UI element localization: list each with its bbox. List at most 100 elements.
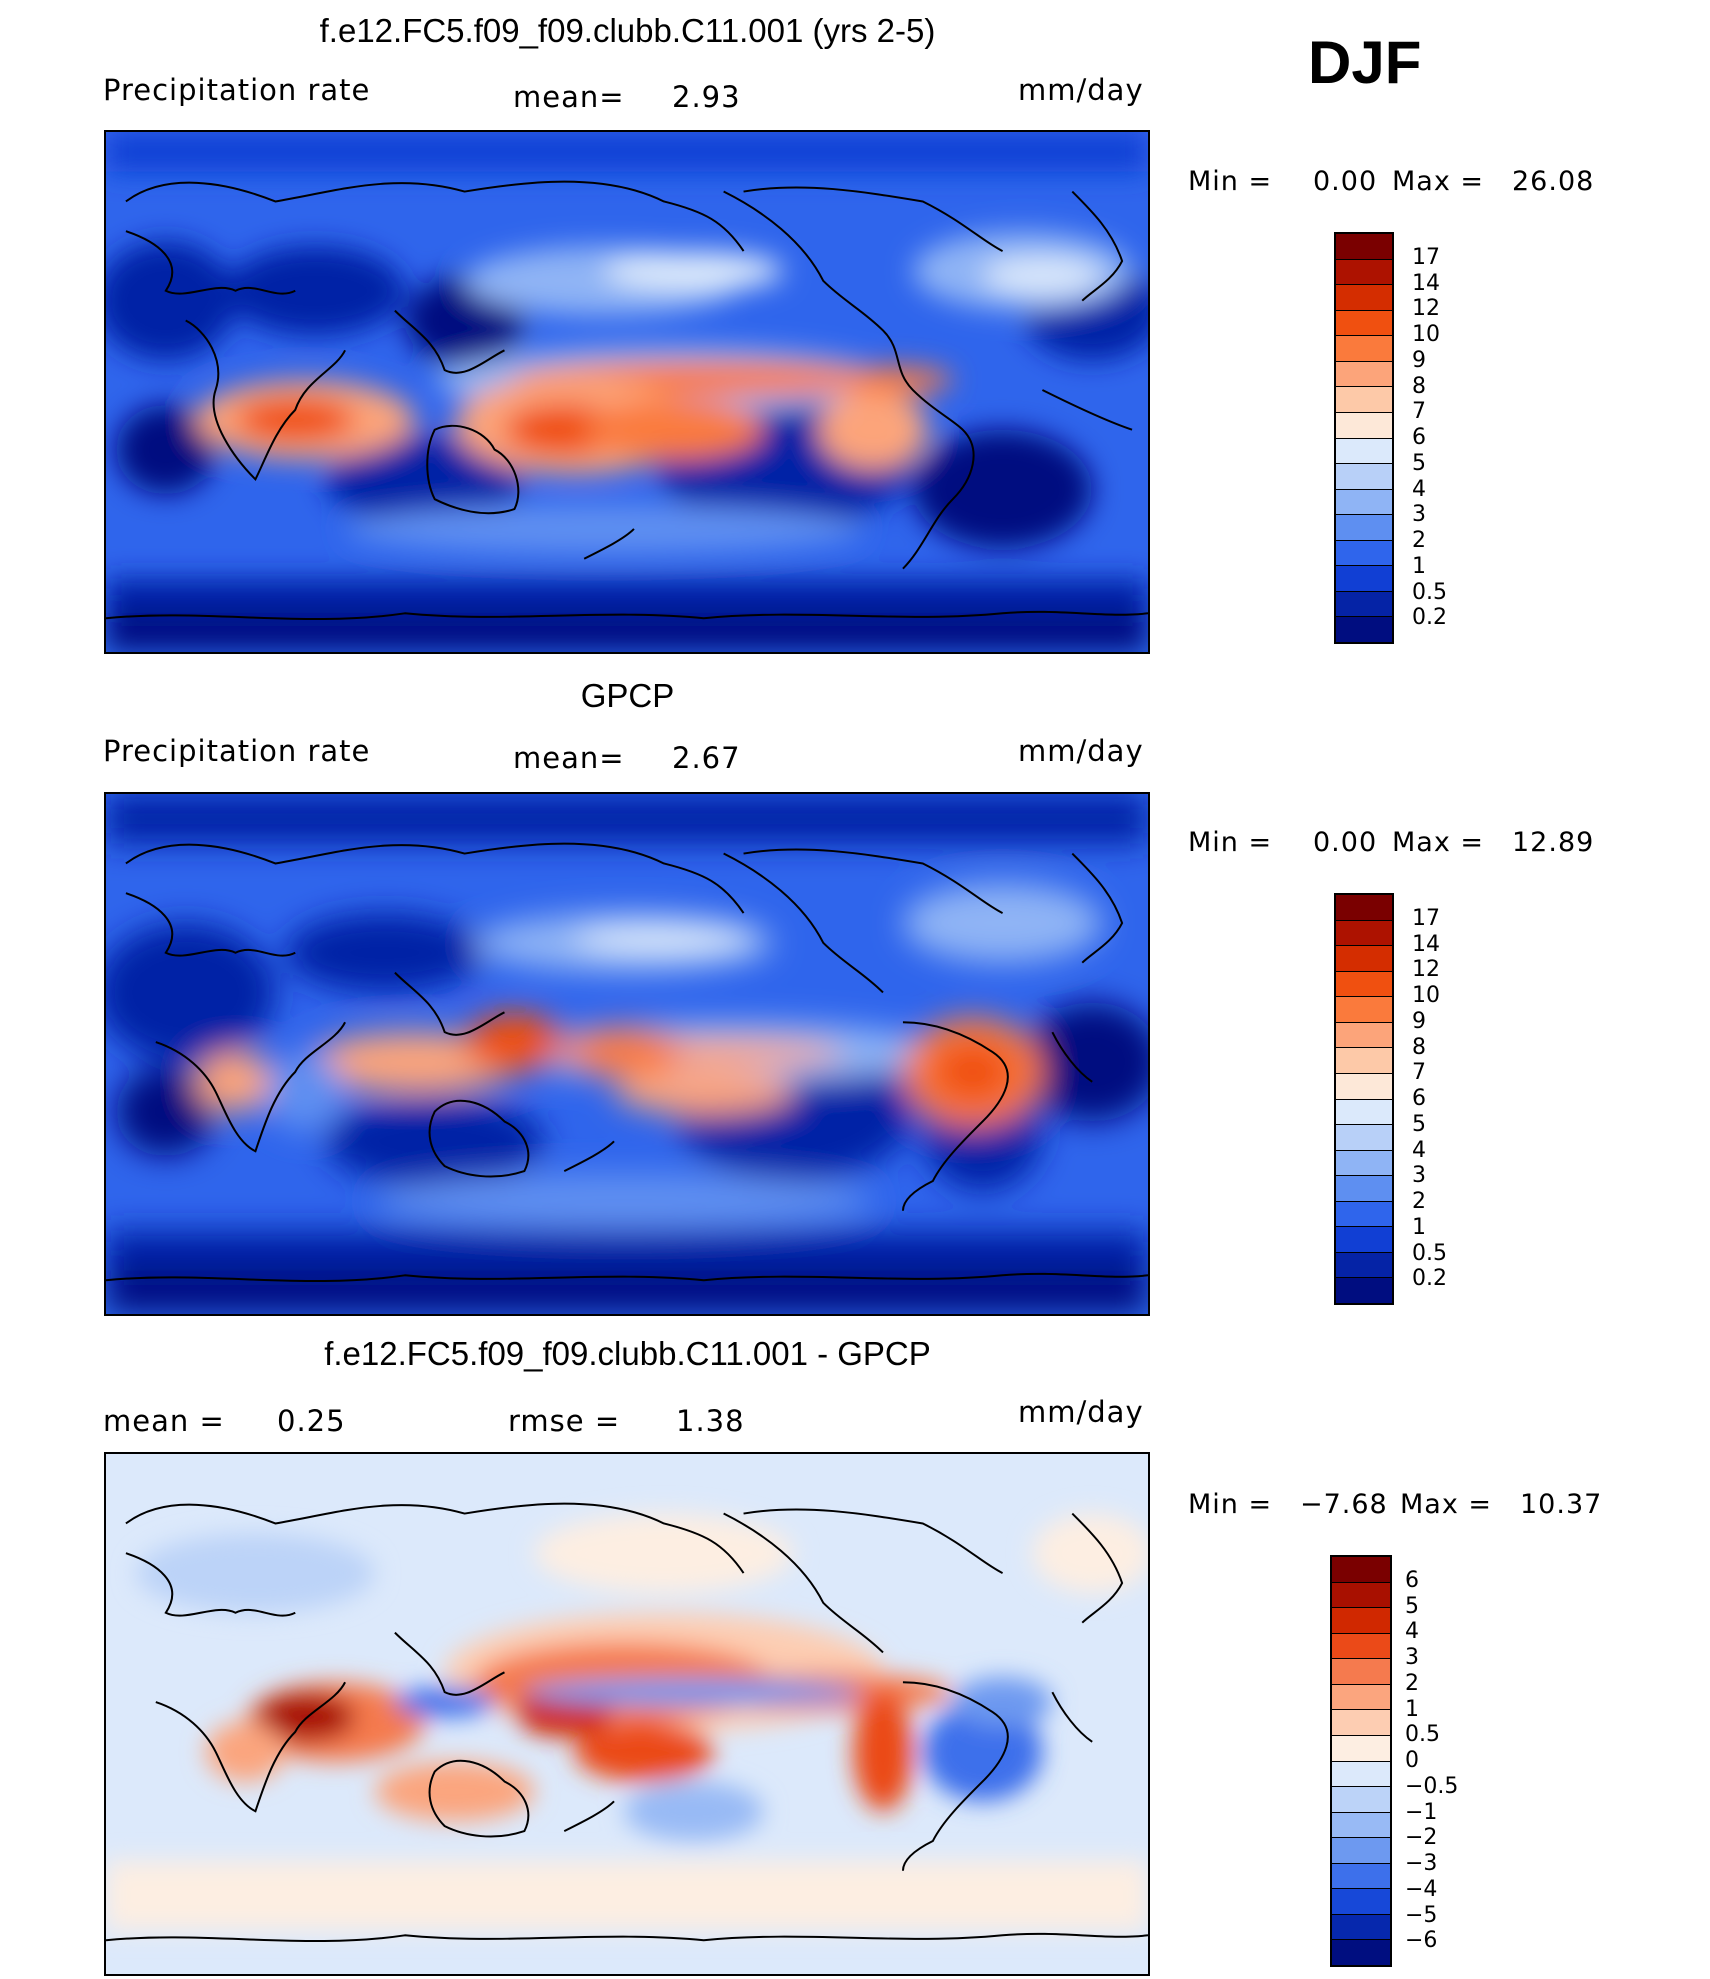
colorbar-tick-label: 2 xyxy=(1405,1670,1419,1696)
colorbar-tick-label: −4 xyxy=(1405,1876,1438,1902)
colorbar-tick-label: 5 xyxy=(1412,1111,1426,1137)
colorbar-swatch xyxy=(1336,1252,1392,1279)
colorbar-tick-label: 1 xyxy=(1412,553,1426,579)
colorbar-tick-label: 3 xyxy=(1405,1645,1419,1670)
colorbar-swatch xyxy=(1336,997,1392,1023)
panel-model-mean-value: 2.93 xyxy=(672,80,741,114)
colorbar-swatch xyxy=(1336,285,1392,311)
colorbar-tick-label: 2 xyxy=(1412,1189,1426,1214)
panel-model-max-value: 26.08 xyxy=(1512,166,1595,197)
colorbar-swatch xyxy=(1336,1227,1392,1253)
colorbar-swatch xyxy=(1332,1940,1390,1965)
panel-obs-mean-label: mean= xyxy=(513,741,625,775)
colorbar-tick-label: 4 xyxy=(1412,1137,1426,1163)
season-label: DJF xyxy=(1308,29,1422,96)
panel-obs-units: mm/day xyxy=(1018,734,1144,768)
colorbar-tick-label: 9 xyxy=(1412,347,1426,373)
colorbar-swatch xyxy=(1332,1863,1390,1890)
colorbar-tick-label: 0.2 xyxy=(1412,1266,1447,1292)
panel-model-min-value: 0.00 xyxy=(1313,166,1378,197)
colorbar-tick-label: 6 xyxy=(1405,1567,1419,1593)
panel-model-variable-label: Precipitation rate xyxy=(103,73,371,107)
panel-obs-max-label: Max = xyxy=(1392,827,1485,858)
colorbar-tick-label: 9 xyxy=(1412,1008,1426,1034)
panel-diff-map-graphic xyxy=(106,1454,1148,1974)
panel-obs-mean-value: 2.67 xyxy=(672,741,741,775)
panel-diff-min-label: Min = xyxy=(1188,1489,1273,1520)
panel-model-min-label: Min = xyxy=(1188,166,1273,197)
colorbar-swatch xyxy=(1336,895,1392,921)
colorbar-tick-label: 0.5 xyxy=(1405,1722,1440,1748)
panel-obs-map-graphic xyxy=(106,794,1148,1314)
colorbar-tick-label: 17 xyxy=(1412,244,1440,270)
colorbar-tick-label: 7 xyxy=(1412,1060,1426,1086)
colorbar-swatch xyxy=(1336,464,1392,490)
panel-diff-title: f.e12.FC5.f09_f09.clubb.C11.001 - GPCP xyxy=(324,1335,931,1372)
colorbar-swatch xyxy=(1336,515,1392,541)
colorbar-swatch xyxy=(1336,310,1392,337)
panel-obs-map xyxy=(104,792,1150,1316)
colorbar-swatch xyxy=(1332,1812,1390,1839)
colorbar-swatch xyxy=(1336,1125,1392,1151)
colorbar-swatch xyxy=(1336,1048,1392,1074)
colorbar-swatch xyxy=(1332,1633,1390,1660)
panel-diff-max-label: Max = xyxy=(1400,1489,1493,1520)
colorbar-swatch xyxy=(1332,1659,1390,1685)
panel-model-title: f.e12.FC5.f09_f09.clubb.C11.001 (yrs 2-5… xyxy=(319,12,936,49)
colorbar-swatch xyxy=(1336,591,1392,618)
colorbar-tick-label: −0.5 xyxy=(1405,1773,1459,1799)
colorbar-tick-label: −6 xyxy=(1405,1928,1438,1954)
colorbar-tick-label: 0.5 xyxy=(1412,579,1447,605)
panel-diff-mean-value: 0.25 xyxy=(277,1404,346,1438)
panel-obs-variable-label: Precipitation rate xyxy=(103,734,371,768)
colorbar-tick-label: 3 xyxy=(1412,502,1426,528)
panel-diff-colorbar-ticks: 6 5 4 3 2 1 0.5 0 −0.5 −1 −2 −3 −4 −5 −6 xyxy=(1405,1555,1495,1967)
panel-diff-min-value: −7.68 xyxy=(1300,1489,1388,1520)
colorbar-swatch xyxy=(1332,1787,1390,1813)
colorbar-tick-label: 2 xyxy=(1412,528,1426,553)
colorbar-tick-label: −2 xyxy=(1405,1825,1438,1851)
panel-obs-min-label: Min = xyxy=(1188,827,1273,858)
panel-diff-max-value: 10.37 xyxy=(1520,1489,1603,1520)
colorbar-swatch xyxy=(1332,1557,1390,1583)
colorbar-swatch xyxy=(1336,1022,1392,1049)
panel-diff-colorbar xyxy=(1330,1555,1392,1967)
colorbar-tick-label: 8 xyxy=(1412,1034,1426,1060)
colorbar-tick-label: 5 xyxy=(1405,1593,1419,1619)
colorbar-swatch xyxy=(1336,946,1392,972)
colorbar-swatch xyxy=(1332,1889,1390,1915)
colorbar-swatch xyxy=(1332,1838,1390,1864)
colorbar-swatch xyxy=(1332,1710,1390,1736)
colorbar-tick-label: 3 xyxy=(1412,1163,1426,1189)
colorbar-swatch xyxy=(1336,1176,1392,1202)
colorbar-swatch xyxy=(1336,259,1392,286)
colorbar-tick-label: 0 xyxy=(1405,1748,1419,1773)
colorbar-swatch xyxy=(1336,234,1392,260)
colorbar-tick-label: 1 xyxy=(1412,1214,1426,1240)
colorbar-swatch xyxy=(1336,617,1392,642)
colorbar-tick-label: 10 xyxy=(1412,983,1440,1008)
colorbar-tick-label: 14 xyxy=(1412,270,1440,296)
colorbar-swatch xyxy=(1336,1150,1392,1177)
colorbar-tick-label: 4 xyxy=(1412,476,1426,502)
panel-model-map-graphic xyxy=(106,132,1148,652)
colorbar-swatch xyxy=(1332,1914,1390,1941)
colorbar-swatch xyxy=(1336,971,1392,998)
colorbar-tick-label: 0.5 xyxy=(1412,1240,1447,1266)
colorbar-tick-label: 6 xyxy=(1412,1086,1426,1111)
colorbar-swatch xyxy=(1336,1073,1392,1100)
colorbar-tick-label: 12 xyxy=(1412,296,1440,322)
panel-model-map xyxy=(104,130,1150,654)
colorbar-swatch xyxy=(1336,1099,1392,1126)
panel-diff-units: mm/day xyxy=(1018,1395,1144,1429)
colorbar-tick-label: 10 xyxy=(1412,322,1440,347)
panel-model-mean-label: mean= xyxy=(513,80,625,114)
colorbar-tick-label: 7 xyxy=(1412,399,1426,425)
colorbar-swatch xyxy=(1336,920,1392,947)
colorbar-tick-label: −3 xyxy=(1405,1851,1438,1876)
colorbar-swatch xyxy=(1336,1201,1392,1228)
colorbar-swatch xyxy=(1332,1582,1390,1609)
colorbar-swatch xyxy=(1336,412,1392,439)
colorbar-swatch xyxy=(1336,387,1392,413)
panel-obs-min-value: 0.00 xyxy=(1313,827,1378,858)
